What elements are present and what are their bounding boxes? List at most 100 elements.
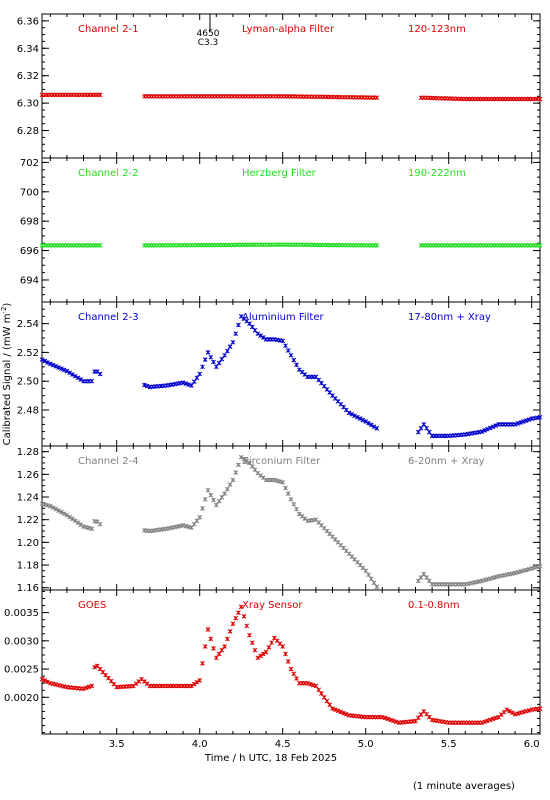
data-point [72,518,78,524]
data-point [374,426,380,431]
data-point [280,338,286,344]
series-points [39,92,543,102]
y-tick-label: 1.22 [17,515,39,526]
data-point [244,623,250,629]
data-point [97,521,103,527]
data-point [230,621,236,627]
y-tick-label: 6.32 [17,71,39,82]
data-point [208,636,214,642]
data-point [67,370,73,376]
data-point [490,716,496,722]
data-point [294,676,299,681]
data-point [366,572,371,578]
data-point [285,348,291,353]
data-point [197,678,203,683]
data-point [363,419,369,424]
y-tick-label: 0.0035 [4,608,39,619]
data-point [50,505,56,510]
channel-label: Channel 2-1 [78,24,139,35]
data-point [374,584,380,590]
data-point [97,243,103,248]
data-point [56,508,61,513]
data-point [269,640,274,646]
data-point [294,362,299,368]
data-point [537,414,543,420]
data-point [56,365,61,370]
data-point [283,651,288,657]
data-point [213,655,219,661]
data-point [205,487,211,493]
data-point [89,378,95,384]
data-point [230,339,236,345]
panel: 1.16 1.18 1.20 1.22 1.24 1.26 1.28 Channel 2-4 Z… [17,445,543,594]
y-tick-label: 1.26 [17,470,39,481]
data-point [186,382,191,387]
data-point [42,678,48,683]
x-tick-label: 4.5 [275,739,291,750]
data-point [225,348,230,354]
y-axis-label-main: Calibrated Signal / (mW m [2,314,13,446]
data-point [211,359,216,365]
data-point [200,364,205,370]
data-point [349,411,355,417]
data-point [189,683,194,689]
data-point [144,383,150,389]
data-point [189,383,194,388]
data-point [97,92,103,98]
data-point [485,718,490,724]
data-point [482,719,488,725]
data-point [366,420,371,426]
data-point [310,682,316,688]
band-label: 120-123nm [408,24,466,35]
data-point [507,708,512,714]
data-point [45,360,50,365]
event-id-label: 4650 [197,29,220,39]
data-point [70,372,75,377]
panel-frame [41,13,541,159]
x-tick-label: 5.0 [358,739,374,750]
data-point [211,646,216,651]
panel: 6.28 6.30 6.32 6.34 6.36 Channel 2-1 Lyman-alp… [17,13,543,159]
data-point [197,515,203,520]
data-point [341,710,346,716]
data-point [493,715,499,721]
data-point [241,614,247,619]
channel-label: GOES [78,600,106,611]
data-point [142,382,147,388]
data-point [211,497,216,503]
data-point [352,413,357,419]
data-point [338,709,344,715]
data-point [194,375,200,381]
data-point [78,377,84,382]
data-point [280,479,286,485]
data-point [487,425,493,431]
data-point [537,243,543,248]
data-point [222,352,227,358]
data-point [266,645,272,650]
data-point [97,371,103,377]
y-tick-label: 6.34 [17,44,39,55]
data-point [391,718,396,724]
data-point [64,368,70,374]
y-axis-label-close: ) [2,303,13,307]
data-point [64,512,70,518]
series-points [39,604,543,726]
filter-label: Aluminium Filter [242,312,325,323]
data-point [255,331,261,337]
data-point [388,717,393,723]
y-axis-label-exponent: -2 [0,307,8,314]
panel-frame [41,589,541,735]
data-point [183,523,189,529]
data-point [374,243,380,248]
data-point [227,629,233,634]
data-point [332,707,338,713]
data-point [343,711,349,717]
data-point [479,429,485,434]
data-point [379,714,385,720]
data-point [424,425,429,431]
data-point [219,495,225,500]
data-point [316,687,322,693]
data-point [213,502,219,508]
data-point [191,379,197,385]
data-point [92,664,97,670]
